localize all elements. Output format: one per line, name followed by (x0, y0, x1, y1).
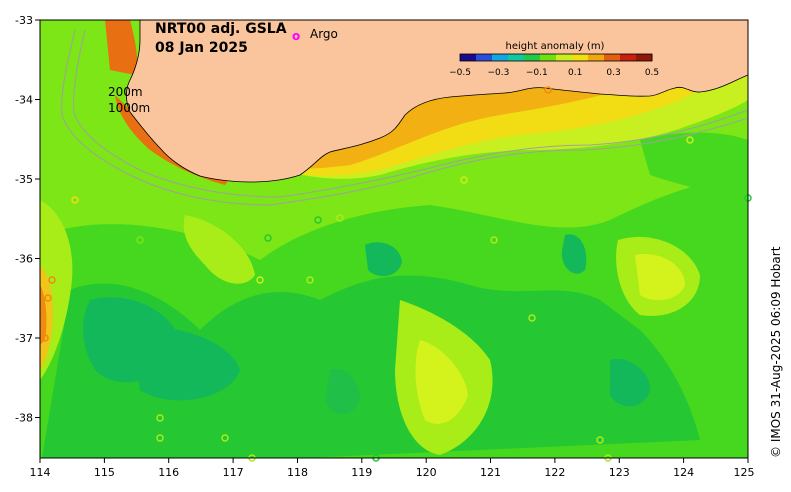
x-tick-115: 115 (94, 466, 115, 479)
x-tick-118: 118 (287, 466, 308, 479)
x-tick-116: 116 (158, 466, 179, 479)
y-tick-36: -36 (15, 253, 33, 266)
x-tick-124: 124 (673, 466, 694, 479)
colorbar-segment (492, 54, 509, 61)
contour-label-1000m: 1000m (108, 101, 150, 115)
colorbar-segment (476, 54, 493, 61)
colorbar-segment (460, 54, 477, 61)
x-tick-122: 122 (544, 466, 565, 479)
colorbar-segment (636, 54, 653, 61)
x-tick-121: 121 (480, 466, 501, 479)
x-tick-119: 119 (351, 466, 372, 479)
y-tick-35: -35 (15, 173, 33, 186)
x-tick-125: 125 (734, 466, 755, 479)
colorbar-segment (604, 54, 621, 61)
colorbar-tick-m05: −0.5 (449, 68, 471, 78)
x-tick-123: 123 (609, 466, 630, 479)
colorbar-segment (556, 54, 573, 61)
colorbar-title: height anomaly (m) (506, 41, 605, 52)
isobath-contours (61, 29, 748, 206)
colorbar-segment (508, 54, 525, 61)
y-tick-37: -37 (15, 332, 33, 345)
colorbar-tick-03: 0.3 (606, 68, 620, 78)
y-tick-33: -33 (15, 14, 33, 27)
imos-credit: © IMOS 31-Aug-2025 06:09 Hobart (769, 246, 783, 458)
plot-frame (39, 19, 749, 459)
colorbar-tick-m01: −0.1 (526, 68, 548, 78)
argo-legend-icon: o (292, 29, 300, 43)
colorbar-segment (588, 54, 605, 61)
colorbar-tick-m03: −0.3 (487, 68, 509, 78)
x-tick-114: 114 (30, 466, 51, 479)
contour-label-200m: 200m (108, 85, 143, 99)
colorbar-segment (540, 54, 557, 61)
y-tick-34: -34 (15, 94, 33, 107)
x-tick-marks (39, 458, 749, 463)
argo-legend-label: Argo (310, 27, 338, 41)
map-date: 08 Jan 2025 (155, 40, 248, 56)
x-tick-120: 120 (416, 466, 437, 479)
y-tick-marks (35, 19, 40, 418)
colorbar-segment (620, 54, 637, 61)
y-tick-38: -38 (15, 412, 33, 425)
map-title: NRT00 adj. GSLA (155, 21, 287, 37)
colorbar-segment (524, 54, 541, 61)
colorbar-segment (572, 54, 589, 61)
x-tick-117: 117 (223, 466, 244, 479)
colorbar-tick-05: 0.5 (645, 68, 659, 78)
colorbar-tick-01: 0.1 (568, 68, 582, 78)
colorbar: height anomaly (m) −0.5 −0.3 −0.1 0.1 0.… (449, 41, 659, 78)
